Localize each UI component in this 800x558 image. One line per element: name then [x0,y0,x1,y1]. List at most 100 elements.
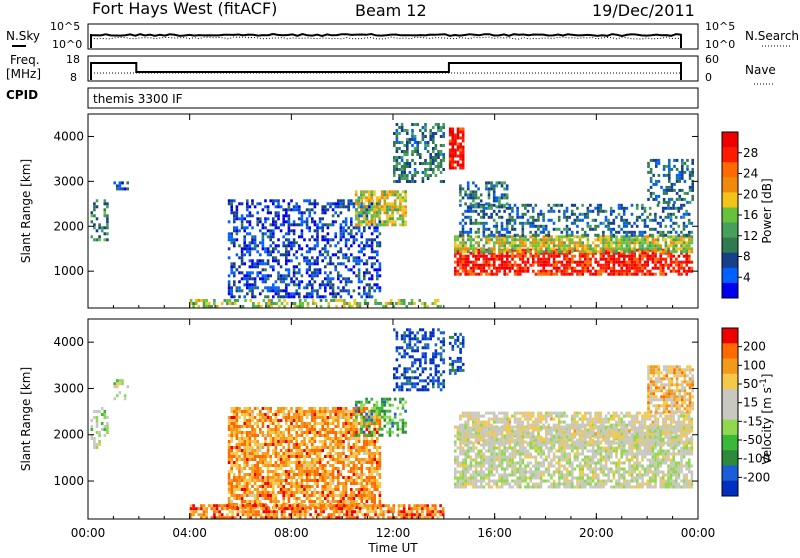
range-cell [285,455,288,458]
range-cell [675,264,678,267]
range-cell [269,419,272,422]
range-cell [657,244,660,247]
range-cell [652,238,655,241]
range-cell [290,259,293,262]
range-cell [665,273,668,276]
range-cell [462,225,465,228]
range-cell [563,228,566,231]
range-cell [256,473,259,476]
range-cell [298,217,301,220]
range-cell [365,419,368,422]
range-cell [403,177,406,180]
range-cell [571,222,574,225]
range-cell [311,220,314,223]
range-cell [404,431,407,434]
range-cell [311,295,314,298]
range-cell [329,286,332,289]
range-cell [378,413,381,416]
range-cell [600,258,603,261]
range-cell [594,228,597,231]
range-cell [228,482,231,485]
range-cell [228,292,231,295]
range-cell [319,283,322,286]
range-cell [602,247,605,250]
range-cell [561,244,564,247]
range-cell [337,461,340,464]
range-cell [285,440,288,443]
range-cell [358,452,361,455]
range-cell [337,416,340,419]
range-cell [288,497,291,500]
range-cell [321,211,324,214]
range-cell [277,482,280,485]
range-cell [116,385,119,388]
range-cell [350,479,353,482]
range-cell [337,271,340,274]
range-cell [649,219,652,222]
range-cell [327,437,330,440]
range-cell [264,440,267,443]
range-cell [345,422,348,425]
range-cell [589,261,592,264]
range-cell [470,222,473,225]
range-cell [272,485,275,488]
range-cell [275,464,278,467]
range-cell [350,229,353,232]
range-cell [662,250,665,253]
range-cell [249,494,252,497]
range-cell [254,494,257,497]
range-cell [542,267,545,270]
range-cell [298,455,301,458]
range-cell [623,250,626,253]
range-cell [251,286,254,289]
range-cell [327,262,330,265]
range-cell [368,283,371,286]
range-cell [241,488,244,491]
range-cell [422,126,425,129]
range-cell [254,235,257,238]
range-cell [524,261,527,264]
range-cell [680,244,683,247]
range-cell [280,280,283,283]
range-cell [275,259,278,262]
range-cell [409,376,412,379]
range-cell [251,467,254,470]
range-cell [548,219,551,222]
range-cell [360,428,363,431]
range-cell [306,271,309,274]
range-cell [457,235,460,238]
range-cell [404,196,407,199]
range-cell [332,500,335,503]
range-cell [615,231,618,234]
range-cell [363,226,366,229]
range-cell [411,150,414,153]
range-cell [358,292,361,295]
range-cell [440,126,443,129]
freq-right-tick-bottom: 0 [705,71,712,84]
range-cell [663,174,666,177]
range-cell [462,164,465,167]
range-cell [537,228,540,231]
range-cell [386,422,389,425]
range-cell [649,270,652,273]
range-cell [639,241,642,244]
range-cell [363,205,366,208]
range-cell [295,434,298,437]
range-cell [680,231,683,234]
range-cell [391,214,394,217]
range-cell [503,181,506,184]
range-cell [555,261,558,264]
range-cell [683,228,686,231]
range-cell [308,428,311,431]
range-cell [244,299,247,302]
range-cell [373,482,376,485]
range-cell [522,267,525,270]
range-cell [408,302,411,305]
range-cell [295,464,298,467]
range-cell [501,250,504,253]
range-cell [256,488,259,491]
range-cell [540,238,543,241]
freq-right-tick-top: 60 [705,53,719,66]
range-cell [566,267,569,270]
range-cell [272,256,275,259]
